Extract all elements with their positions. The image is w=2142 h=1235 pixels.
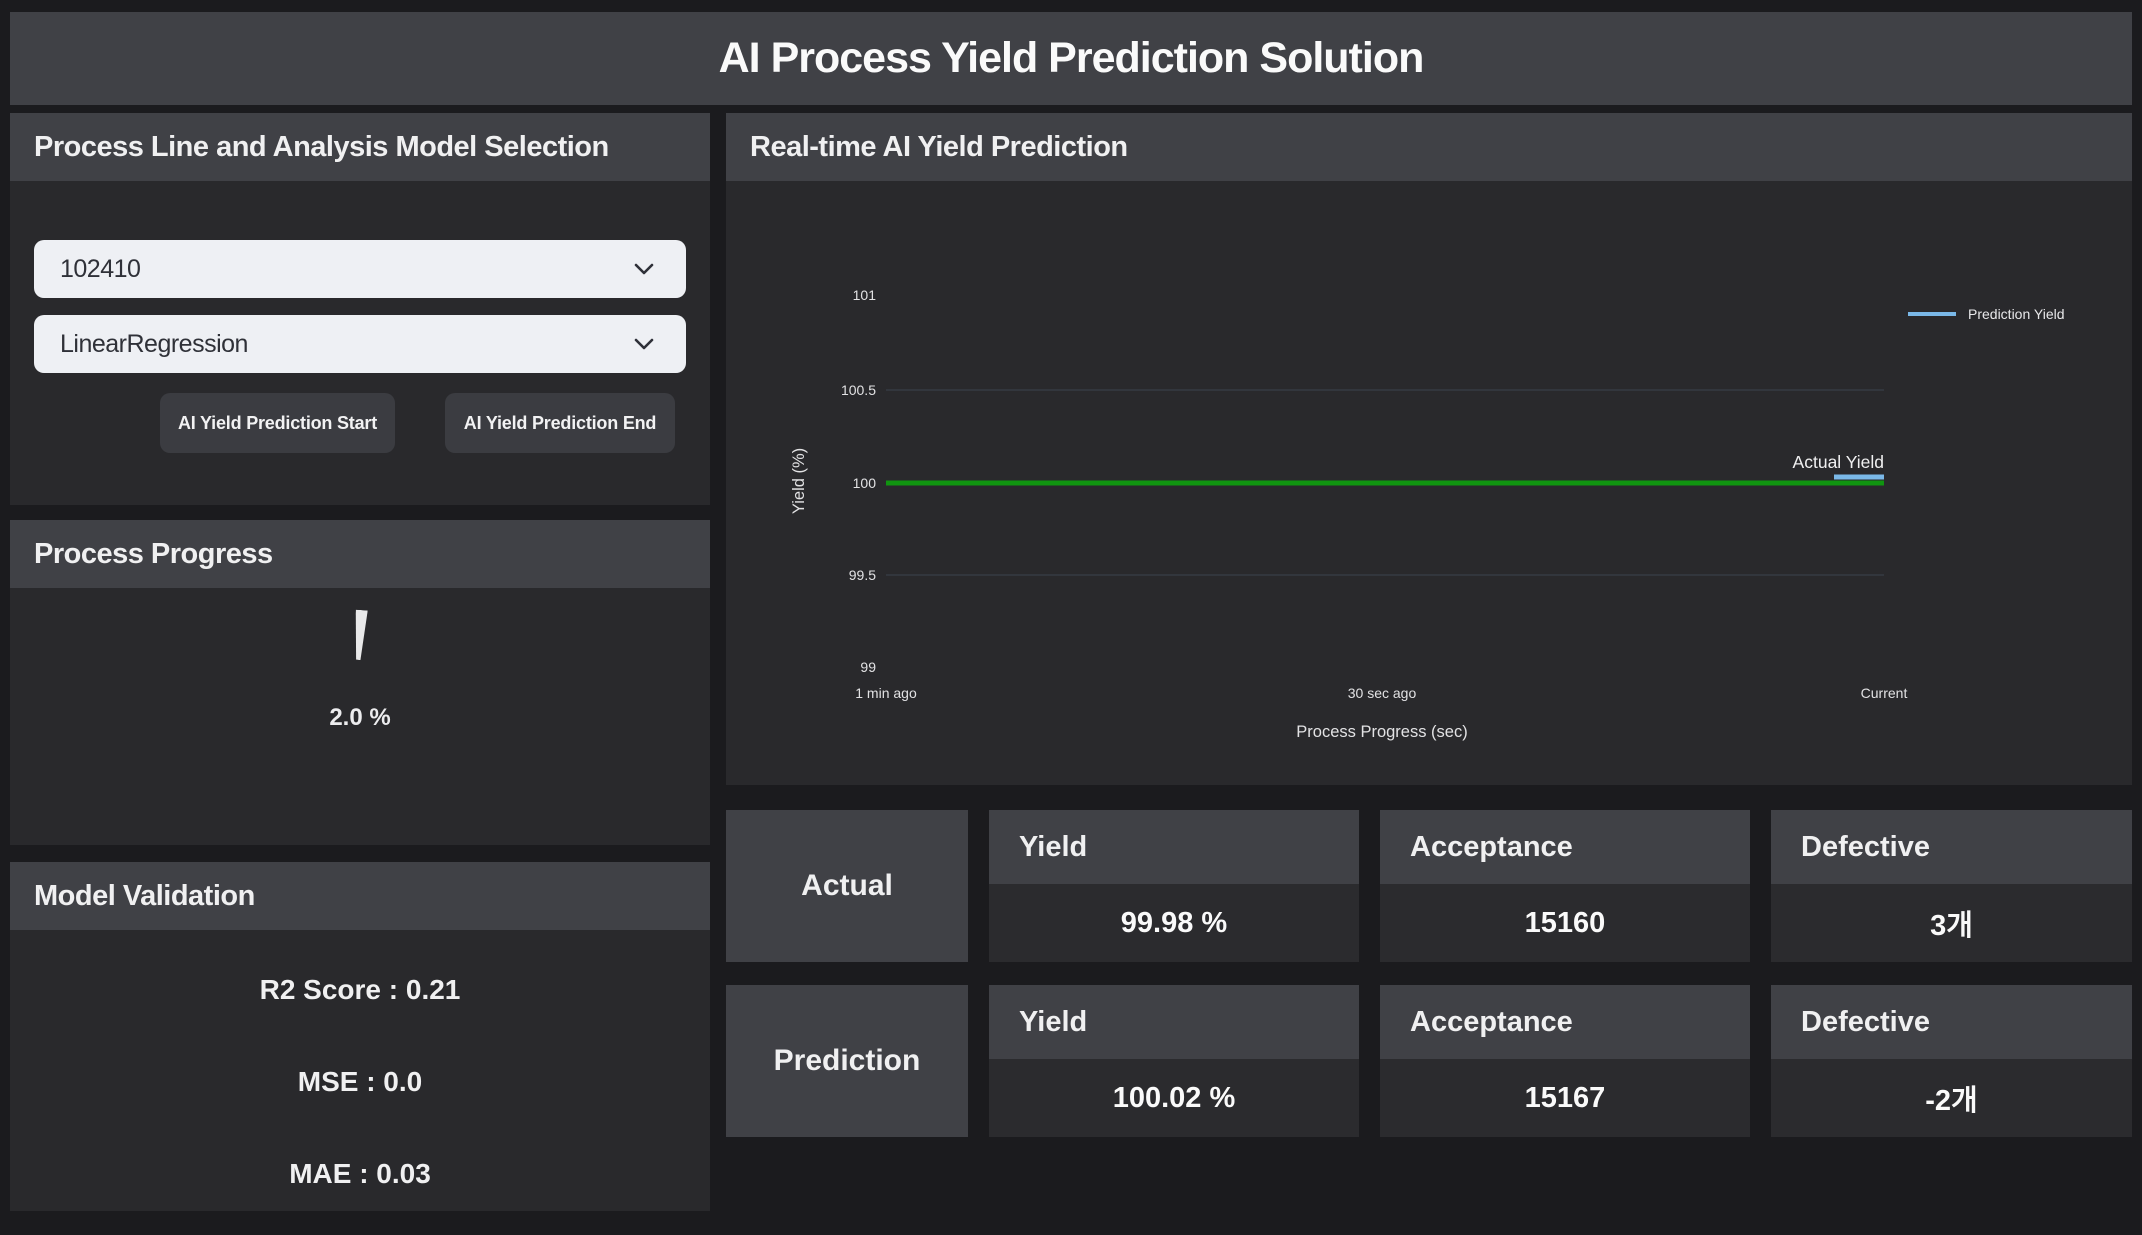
right-column: Real-time AI Yield Prediction Actual Yie… bbox=[726, 113, 2132, 1211]
prediction-defective-card-value: -2개 bbox=[1771, 1059, 2132, 1137]
actual-defective-card-header: Defective bbox=[1771, 810, 2132, 884]
selection-panel: Process Line and Analysis Model Selectio… bbox=[10, 113, 710, 505]
left-column: Process Line and Analysis Model Selectio… bbox=[10, 113, 710, 1211]
progress-panel-title: Process Progress bbox=[34, 537, 273, 570]
process-line-select-value: 102410 bbox=[60, 254, 141, 283]
x-tick-30-sec-ago: 30 sec ago bbox=[1348, 685, 1417, 701]
selection-panel-header: Process Line and Analysis Model Selectio… bbox=[10, 113, 710, 181]
prediction-acceptance-card: Acceptance 15167 bbox=[1380, 985, 1750, 1137]
legend-item-prediction-yield[interactable]: Prediction Yield bbox=[1908, 306, 2065, 322]
process-line-select[interactable]: 102410 bbox=[34, 240, 686, 298]
y-axis-title: Yield (%) bbox=[790, 448, 808, 514]
chevron-down-icon bbox=[634, 263, 654, 275]
actual-row-label: Actual bbox=[726, 810, 968, 962]
mae-value: MAE : 0.03 bbox=[289, 1158, 431, 1189]
actual-acceptance-card-value: 15160 bbox=[1380, 884, 1750, 962]
x-tick-1-min-ago: 1 min ago bbox=[855, 685, 917, 701]
yield-chart-header: Real-time AI Yield Prediction bbox=[726, 113, 2132, 181]
progress-gauge: 2.0 % bbox=[10, 588, 710, 732]
validation-panel-header: Model Validation bbox=[10, 862, 710, 930]
progress-percent-value: 2.0 % bbox=[329, 704, 391, 731]
selection-panel-title: Process Line and Analysis Model Selectio… bbox=[34, 130, 609, 163]
selection-panel-body: 102410 LinearRegression AI Yield Predict… bbox=[10, 240, 710, 453]
prediction-acceptance-card-value: 15167 bbox=[1380, 1059, 1750, 1137]
progress-panel-header: Process Progress bbox=[10, 520, 710, 588]
prediction-yield-card-value: 100.02 % bbox=[989, 1059, 1359, 1137]
y-tick-101: 101 bbox=[853, 287, 877, 303]
app-title: AI Process Yield Prediction Solution bbox=[718, 34, 1425, 82]
x-tick-current: Current bbox=[1861, 685, 1908, 701]
actual-acceptance-card: Acceptance 15160 bbox=[1380, 810, 1750, 962]
prediction-yield-card-header: Yield bbox=[989, 985, 1359, 1059]
prediction-defective-card: Defective -2개 bbox=[1771, 985, 2132, 1137]
stats-grid: Actual Yield 99.98 % Acceptance 15160 De… bbox=[726, 810, 2132, 1137]
yield-chart: Actual Yield 101 100.5 100 99.5 99 1 min… bbox=[726, 181, 2132, 785]
y-tick-99-5: 99.5 bbox=[849, 567, 876, 583]
actual-defective-card-value: 3개 bbox=[1771, 884, 2132, 962]
validation-panel-title: Model Validation bbox=[34, 879, 255, 912]
prediction-yield-card: Yield 100.02 % bbox=[989, 985, 1359, 1137]
y-tick-100-5: 100.5 bbox=[841, 382, 876, 398]
r2-score-value: R2 Score : 0.21 bbox=[259, 974, 461, 1005]
prediction-buttons-row: AI Yield Prediction Start AI Yield Predi… bbox=[160, 393, 675, 453]
actual-defective-card: Defective 3개 bbox=[1771, 810, 2132, 962]
y-tick-99: 99 bbox=[860, 659, 876, 675]
yield-chart-panel: Real-time AI Yield Prediction Actual Yie… bbox=[726, 113, 2132, 785]
prediction-acceptance-card-header: Acceptance bbox=[1380, 985, 1750, 1059]
yield-chart-title: Real-time AI Yield Prediction bbox=[750, 130, 1128, 163]
actual-yield-card-header: Yield bbox=[989, 810, 1359, 884]
prediction-defective-card-header: Defective bbox=[1771, 985, 2132, 1059]
actual-yield-card: Yield 99.98 % bbox=[989, 810, 1359, 962]
progress-panel: Process Progress 2.0 % bbox=[10, 520, 710, 845]
actual-yield-annotation: Actual Yield bbox=[1793, 452, 1884, 472]
chevron-down-icon bbox=[634, 338, 654, 350]
model-select-value: LinearRegression bbox=[60, 329, 248, 358]
main-layout: Process Line and Analysis Model Selectio… bbox=[10, 113, 2132, 1211]
actual-yield-card-value: 99.98 % bbox=[989, 884, 1359, 962]
legend-label: Prediction Yield bbox=[1968, 306, 2065, 322]
prediction-end-button[interactable]: AI Yield Prediction End bbox=[445, 393, 675, 453]
validation-panel: Model Validation R2 Score : 0.21 MSE : 0… bbox=[10, 862, 710, 1211]
y-tick-100: 100 bbox=[853, 475, 877, 491]
actual-acceptance-card-header: Acceptance bbox=[1380, 810, 1750, 884]
prediction-start-button[interactable]: AI Yield Prediction Start bbox=[160, 393, 395, 453]
app-header: AI Process Yield Prediction Solution bbox=[10, 12, 2132, 105]
yield-chart-svg: Actual Yield 101 100.5 100 99.5 99 1 min… bbox=[790, 287, 2065, 741]
model-select[interactable]: LinearRegression bbox=[34, 315, 686, 373]
x-axis-title: Process Progress (sec) bbox=[1296, 723, 1467, 741]
prediction-row-label: Prediction bbox=[726, 985, 968, 1137]
gauge-needle bbox=[352, 610, 367, 661]
mse-value: MSE : 0.0 bbox=[297, 1066, 423, 1097]
validation-metrics: R2 Score : 0.21 MSE : 0.0 MAE : 0.03 bbox=[10, 930, 710, 1188]
